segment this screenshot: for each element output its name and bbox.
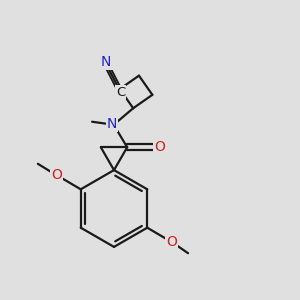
Text: N: N [101,55,112,69]
Text: O: O [166,235,177,249]
Text: C: C [116,86,125,100]
Text: O: O [154,140,165,154]
Text: O: O [51,168,62,182]
Text: N: N [107,116,117,130]
